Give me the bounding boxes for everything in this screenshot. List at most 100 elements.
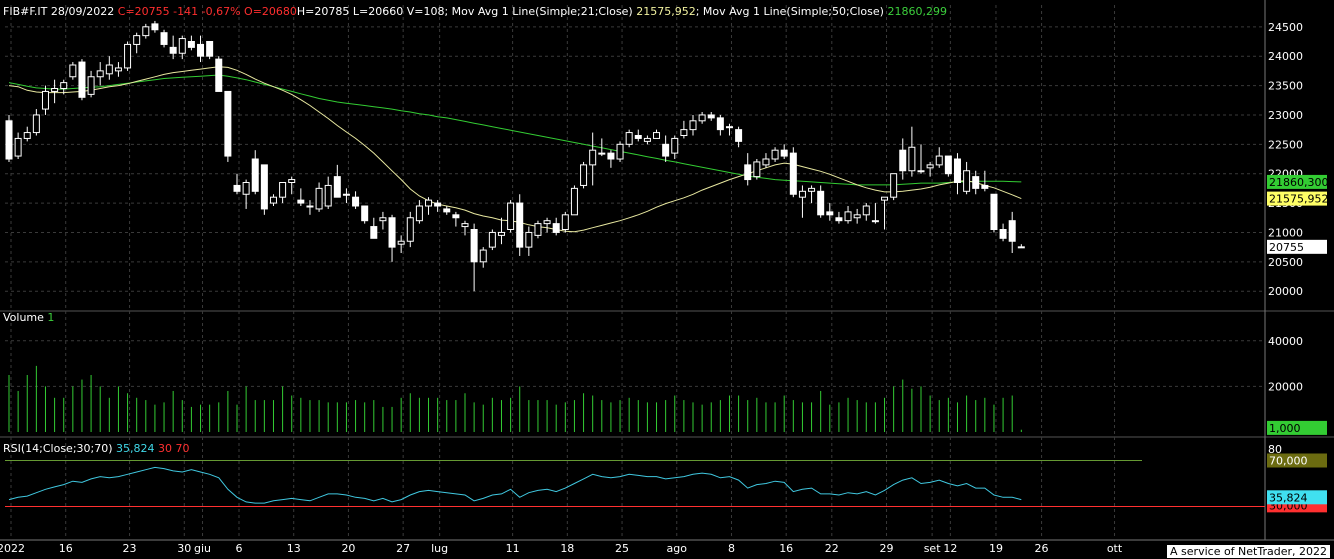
candle-body-bullish xyxy=(23,132,31,139)
candle-body-bullish xyxy=(963,170,971,192)
candle-body-bullish xyxy=(288,179,296,183)
candle xyxy=(570,185,578,216)
candle xyxy=(425,197,433,215)
candle-body-bullish xyxy=(379,217,387,222)
candle-body-bullish xyxy=(324,184,332,207)
candle xyxy=(160,29,168,48)
candle xyxy=(23,126,31,142)
candle xyxy=(452,211,460,227)
candle-body-bearish xyxy=(361,205,369,222)
candle-body-bearish xyxy=(826,211,834,216)
ma50-value: 21860,299 xyxy=(887,5,947,18)
candle-body-bearish xyxy=(434,202,442,207)
candle xyxy=(808,185,816,204)
candle-body-bullish xyxy=(133,35,141,45)
date-tick-label: 27 xyxy=(396,542,410,555)
candle-body-bearish xyxy=(151,23,159,31)
last-price-axis-label-box xyxy=(1267,239,1327,254)
candle xyxy=(944,155,952,177)
candle-body-bullish xyxy=(41,90,49,110)
candle-body-bullish xyxy=(698,114,706,122)
candle xyxy=(534,220,542,239)
price-axis: 2000020500210002150022000225002300023500… xyxy=(1267,21,1329,513)
candle-body-bearish xyxy=(552,223,560,233)
candle-body-bullish xyxy=(105,64,113,75)
price-tick-label: 22500 xyxy=(1268,138,1303,151)
candle xyxy=(890,173,898,201)
candle xyxy=(133,32,141,54)
rsi-levels: 30 70 xyxy=(158,442,190,455)
date-tick-label: 23 xyxy=(123,542,137,555)
candle xyxy=(114,62,122,77)
rsi-upper-axis-label: 70,000 xyxy=(1269,455,1308,468)
candle-body-bullish xyxy=(178,38,186,54)
candle-body-bearish xyxy=(981,184,989,189)
candle xyxy=(333,164,341,198)
candle-body-bearish xyxy=(452,214,460,219)
candle-body-bearish xyxy=(333,176,341,198)
candle-body-bullish xyxy=(625,132,633,145)
candle-body-bullish xyxy=(725,126,733,129)
date-tick-label: 18 xyxy=(560,542,574,555)
candle-body-bullish xyxy=(762,158,770,166)
rsi-upper-axis-label-box xyxy=(1267,453,1327,468)
candle xyxy=(926,161,934,177)
candle-body-bullish xyxy=(908,146,916,172)
candle xyxy=(680,120,688,139)
candle xyxy=(342,188,350,204)
price-tick-label: 23500 xyxy=(1268,80,1303,93)
candle-body-bullish xyxy=(306,205,314,208)
candle xyxy=(51,79,59,104)
candle-body-bullish xyxy=(397,240,405,245)
candle-body-bullish xyxy=(114,67,122,72)
candle-body-bearish xyxy=(206,41,214,57)
candle xyxy=(224,90,232,162)
candle xyxy=(251,150,259,195)
candle-body-bullish xyxy=(342,193,350,196)
candle xyxy=(953,153,961,195)
candle xyxy=(14,132,22,159)
candle xyxy=(41,85,49,115)
candle xyxy=(963,161,971,195)
candle xyxy=(497,217,505,245)
candle xyxy=(999,223,1007,242)
candle xyxy=(233,173,241,195)
last-price-axis-label: 20755 xyxy=(1269,241,1304,254)
candle-body-bullish xyxy=(771,149,779,160)
candle-body-bearish xyxy=(835,217,843,222)
candle-body-bullish xyxy=(51,88,59,92)
candle-body-bullish xyxy=(808,187,816,192)
candle xyxy=(352,191,360,209)
candle-body-bearish xyxy=(944,155,952,175)
candle xyxy=(561,211,569,233)
candle xyxy=(269,194,277,206)
candle-body-bullish xyxy=(935,155,943,166)
candle-body-bullish xyxy=(124,43,132,69)
candle xyxy=(461,220,469,236)
candle xyxy=(507,200,515,233)
rsi-title: RSI(14;Close;30;70) xyxy=(3,442,113,455)
candle xyxy=(297,188,305,206)
candle xyxy=(479,247,487,268)
volume-value: 1 xyxy=(47,311,55,324)
candle-body-bullish xyxy=(753,161,761,178)
candle xyxy=(69,62,77,80)
rsi-last-axis-label-box xyxy=(1267,490,1327,505)
date-tick-label: 30 xyxy=(177,542,191,555)
ma21-line xyxy=(8,66,1022,233)
candle-body-bearish xyxy=(516,202,524,248)
candle-body-bullish xyxy=(479,249,487,263)
candle-body-bullish xyxy=(844,211,852,222)
candle-body-bullish xyxy=(853,214,861,219)
volume-axis-label-box xyxy=(1267,420,1327,435)
price-tick-label: 21000 xyxy=(1268,226,1303,239)
candle-body-bearish xyxy=(990,193,998,230)
candle xyxy=(707,112,715,121)
candle xyxy=(625,129,633,148)
candle-body-bearish xyxy=(260,164,268,210)
candle-body-bullish xyxy=(881,196,889,201)
candle-body-bearish xyxy=(233,184,241,192)
date-tick-label: 29 xyxy=(880,542,894,555)
candle xyxy=(598,138,606,157)
